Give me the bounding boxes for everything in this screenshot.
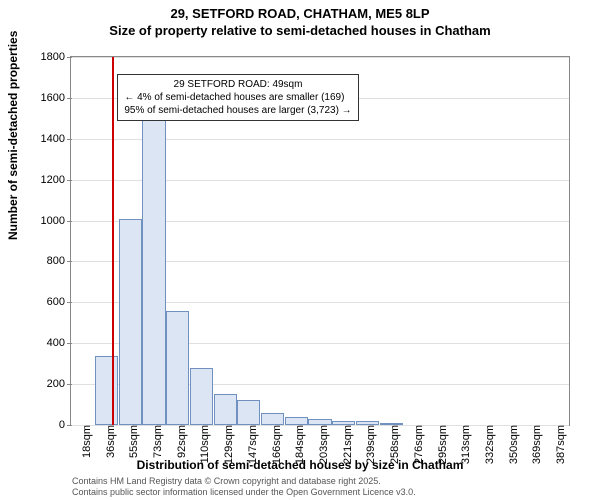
x-axis-label: Distribution of semi-detached houses by …: [0, 458, 600, 472]
histogram-bar: [166, 311, 189, 425]
y-tick-label: 800: [47, 255, 71, 267]
y-tick-label: 400: [47, 337, 71, 349]
reference-line: [112, 57, 114, 425]
histogram-bar: [190, 368, 213, 425]
histogram-bar: [261, 413, 284, 425]
attribution-line2: Contains public sector information licen…: [72, 487, 416, 498]
gridline: [71, 57, 569, 58]
y-tick-label: 1200: [41, 174, 71, 186]
y-tick-label: 1400: [41, 133, 71, 145]
y-tick-label: 1600: [41, 92, 71, 104]
y-tick-label: 1000: [41, 215, 71, 227]
attribution-line1: Contains HM Land Registry data © Crown c…: [72, 476, 416, 487]
histogram-bar: [142, 120, 165, 425]
x-tick-label: 73sqm: [150, 425, 164, 458]
title-main: 29, SETFORD ROAD, CHATHAM, ME5 8LP: [0, 6, 600, 21]
plot-area: 02004006008001000120014001600180018sqm36…: [70, 56, 570, 426]
title-block: 29, SETFORD ROAD, CHATHAM, ME5 8LP Size …: [0, 0, 600, 38]
y-tick-label: 0: [59, 419, 71, 431]
x-tick-label: 36sqm: [103, 425, 117, 458]
chart-container: 29, SETFORD ROAD, CHATHAM, ME5 8LP Size …: [0, 0, 600, 500]
attribution: Contains HM Land Registry data © Crown c…: [72, 476, 416, 499]
histogram-bar: [285, 417, 308, 425]
histogram-bar: [119, 219, 142, 425]
title-sub: Size of property relative to semi-detach…: [0, 23, 600, 38]
y-tick-label: 600: [47, 296, 71, 308]
histogram-bar: [214, 394, 237, 425]
histogram-bar: [237, 400, 260, 425]
histogram-bar: [95, 356, 118, 426]
y-tick-label: 1800: [41, 51, 71, 63]
y-axis-label: Number of semi-detached properties: [6, 31, 20, 240]
y-tick-label: 200: [47, 378, 71, 390]
x-tick-label: 55sqm: [126, 425, 140, 458]
annotation-line: ← 4% of semi-detached houses are smaller…: [124, 91, 351, 104]
annotation-line: 29 SETFORD ROAD: 49sqm: [124, 78, 351, 91]
x-tick-label: 18sqm: [79, 425, 93, 458]
annotation-box: 29 SETFORD ROAD: 49sqm← 4% of semi-detac…: [117, 74, 358, 121]
annotation-line: 95% of semi-detached houses are larger (…: [124, 104, 351, 117]
x-tick-label: 92sqm: [174, 425, 188, 458]
